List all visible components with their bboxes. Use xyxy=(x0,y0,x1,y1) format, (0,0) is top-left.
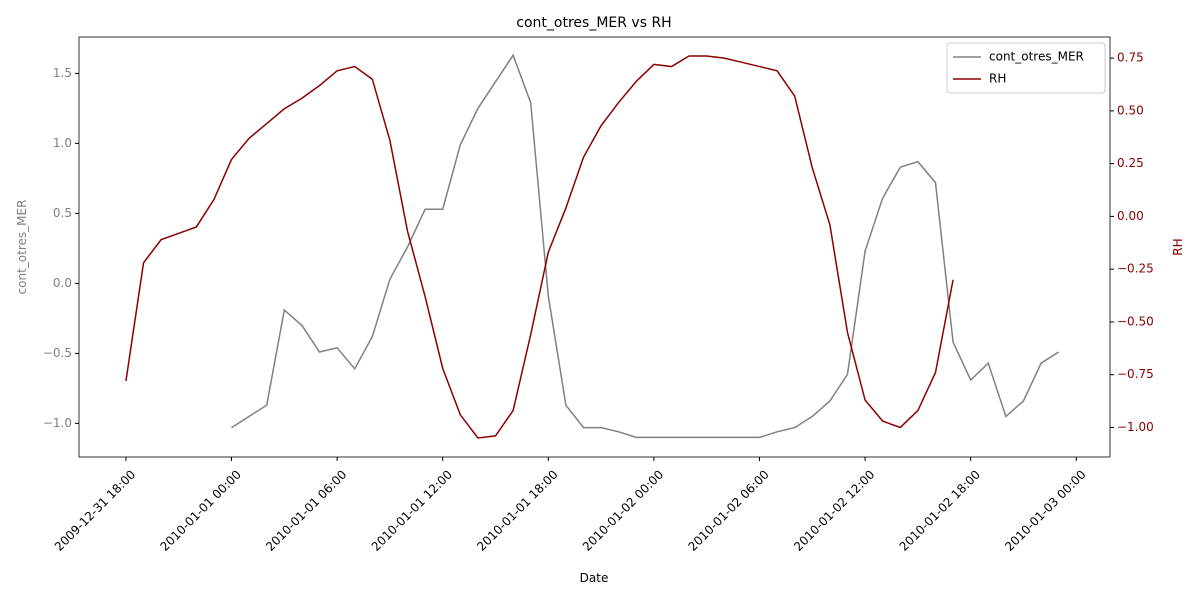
y2-tick-label: −0.25 xyxy=(1117,262,1154,276)
y2-axis-label: RH xyxy=(1171,238,1185,255)
y-tick-label: 0.0 xyxy=(53,276,72,290)
x-tick-label: 2010-01-01 18:00 xyxy=(474,467,560,553)
y-tick-label: −1.0 xyxy=(43,416,72,430)
y2-tick-label: 0.50 xyxy=(1117,103,1144,117)
x-tick-label: 2010-01-01 12:00 xyxy=(369,467,455,553)
y2-tick-label: 0.00 xyxy=(1117,209,1144,223)
y-tick-label: −0.5 xyxy=(43,346,72,360)
y2-tick-label: 0.75 xyxy=(1117,51,1144,65)
legend-label: RH xyxy=(989,72,1006,86)
legend-label: cont_otres_MER xyxy=(989,50,1084,64)
y-tick-label: 1.5 xyxy=(53,66,72,80)
x-axis-label: Date xyxy=(580,571,609,585)
x-tick-label: 2010-01-02 06:00 xyxy=(685,467,771,553)
x-tick-label: 2010-01-02 00:00 xyxy=(580,467,666,553)
chart-title: cont_otres_MER vs RH xyxy=(516,15,671,31)
x-tick-label: 2009-12-31 18:00 xyxy=(52,467,138,553)
y-axis-label: cont_otres_MER xyxy=(15,200,29,295)
x-tick-label: 2010-01-01 06:00 xyxy=(263,467,349,553)
y-tick-label: 0.5 xyxy=(53,206,72,220)
plot-frame xyxy=(78,36,1111,458)
x-tick-label: 2010-01-02 18:00 xyxy=(897,467,983,553)
x-tick-label: 2010-01-01 00:00 xyxy=(157,467,243,553)
x-tick-label: 2010-01-02 12:00 xyxy=(791,467,877,553)
legend-box xyxy=(946,42,1106,94)
y2-tick-label: −1.00 xyxy=(1117,420,1154,434)
y2-tick-label: 0.25 xyxy=(1117,156,1144,170)
data-line xyxy=(125,55,954,439)
data-line xyxy=(231,53,1060,439)
x-tick-label: 2010-01-03 00:00 xyxy=(1002,467,1088,553)
y-tick-label: 1.0 xyxy=(53,136,72,150)
y2-tick-label: −0.50 xyxy=(1117,314,1154,328)
y2-tick-label: −0.75 xyxy=(1117,367,1154,381)
